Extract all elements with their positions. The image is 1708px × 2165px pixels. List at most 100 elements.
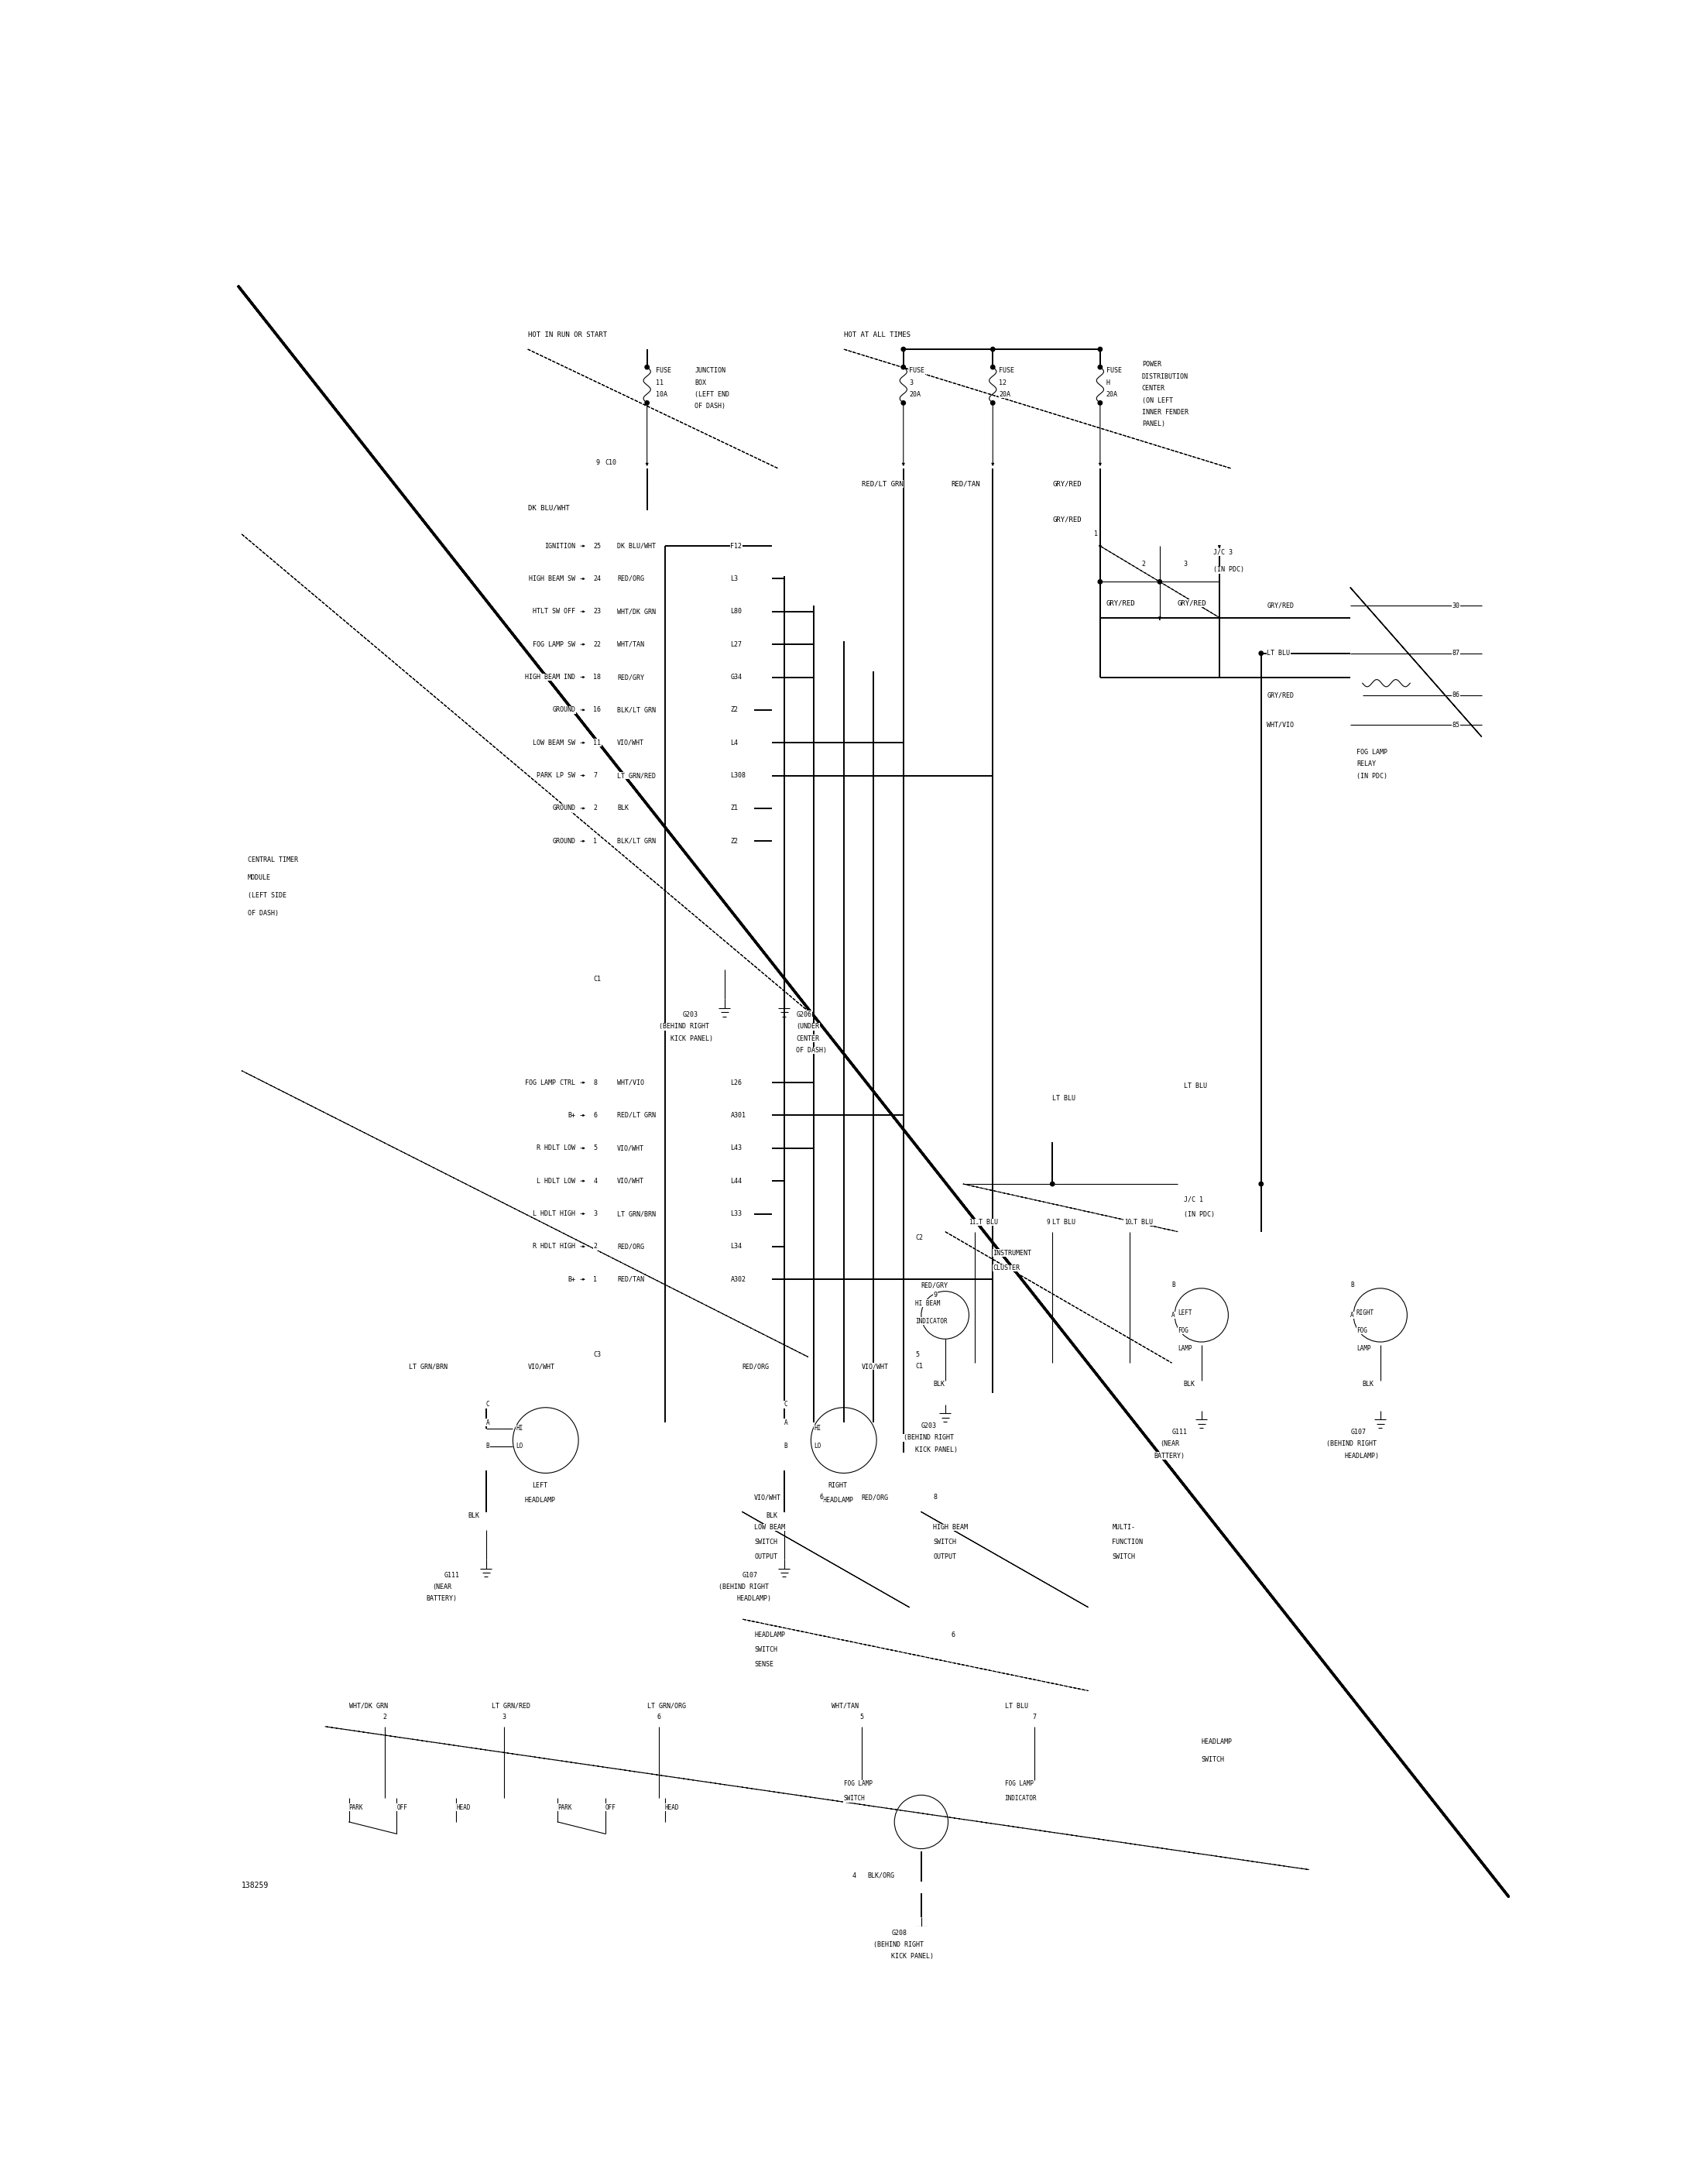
Text: (ON LEFT: (ON LEFT: [1143, 396, 1173, 405]
Text: 23: 23: [593, 608, 601, 615]
Text: BLK: BLK: [767, 1511, 777, 1520]
Text: OF DASH): OF DASH): [796, 1048, 827, 1054]
Text: L308: L308: [731, 773, 746, 779]
Text: KICK PANEL): KICK PANEL): [671, 1035, 714, 1041]
Text: 2: 2: [593, 805, 598, 812]
Text: SWITCH: SWITCH: [1112, 1554, 1136, 1561]
Text: PARK: PARK: [348, 1803, 364, 1810]
Text: VIO/WHT: VIO/WHT: [861, 1362, 888, 1370]
Text: SWITCH: SWITCH: [844, 1795, 866, 1801]
Text: LT BLU: LT BLU: [1052, 1095, 1076, 1102]
Text: 2: 2: [593, 1243, 598, 1249]
Text: 9: 9: [1047, 1219, 1050, 1225]
Text: FUSE: FUSE: [999, 368, 1015, 375]
Text: G203: G203: [683, 1011, 699, 1018]
Text: WHT/DK GRN: WHT/DK GRN: [348, 1702, 388, 1710]
Text: GROUND: GROUND: [552, 805, 576, 812]
Text: 10: 10: [1124, 1219, 1131, 1225]
Text: RED/TAN: RED/TAN: [617, 1275, 644, 1284]
Text: HIGH BEAM: HIGH BEAM: [933, 1524, 968, 1531]
Text: (IN PDC): (IN PDC): [1356, 773, 1387, 779]
Text: GRY/RED: GRY/RED: [1267, 602, 1295, 608]
Text: J/C 3: J/C 3: [1213, 548, 1233, 556]
Text: GRY/RED: GRY/RED: [1052, 481, 1081, 487]
Text: L HDLT HIGH: L HDLT HIGH: [533, 1210, 576, 1217]
Text: (BEHIND RIGHT: (BEHIND RIGHT: [719, 1583, 769, 1591]
Text: LEFT: LEFT: [1177, 1310, 1192, 1316]
Text: GROUND: GROUND: [552, 706, 576, 714]
Text: B: B: [1172, 1282, 1175, 1288]
Text: HIGH BEAM IND: HIGH BEAM IND: [524, 673, 576, 680]
Text: Z2: Z2: [731, 706, 738, 714]
Text: FOG LAMP: FOG LAMP: [1004, 1780, 1033, 1786]
Text: HTLT SW OFF: HTLT SW OFF: [533, 608, 576, 615]
Text: (BEHIND RIGHT: (BEHIND RIGHT: [904, 1435, 953, 1442]
Text: (LEFT SIDE: (LEFT SIDE: [248, 892, 287, 898]
Text: HIGH BEAM SW: HIGH BEAM SW: [529, 576, 576, 582]
Text: FOG LAMP: FOG LAMP: [844, 1780, 873, 1786]
Text: BLK/LT GRN: BLK/LT GRN: [617, 838, 656, 844]
Text: G34: G34: [731, 673, 741, 680]
Text: H: H: [1107, 379, 1110, 385]
Text: BLK: BLK: [1184, 1381, 1196, 1388]
Text: G111: G111: [444, 1572, 459, 1578]
Text: CLUSTER: CLUSTER: [992, 1264, 1020, 1271]
Text: 2: 2: [1143, 561, 1146, 567]
Text: 1: 1: [1095, 530, 1098, 537]
Text: KICK PANEL): KICK PANEL): [892, 1953, 934, 1959]
Text: KICK PANEL): KICK PANEL): [915, 1446, 958, 1453]
Circle shape: [1098, 346, 1102, 351]
Text: 25: 25: [593, 543, 601, 550]
Text: OF DASH): OF DASH): [248, 909, 278, 916]
Text: HI BEAM: HI BEAM: [915, 1299, 941, 1308]
Text: DISTRIBUTION: DISTRIBUTION: [1143, 372, 1189, 381]
Text: Z2: Z2: [731, 838, 738, 844]
Circle shape: [991, 366, 994, 370]
Text: DK BLU/WHT: DK BLU/WHT: [617, 543, 656, 550]
Text: B: B: [784, 1442, 787, 1451]
Text: HI: HI: [516, 1425, 523, 1431]
Text: 20A: 20A: [999, 392, 1011, 398]
Text: WHT/TAN: WHT/TAN: [832, 1702, 859, 1710]
Text: R HDLT LOW: R HDLT LOW: [536, 1145, 576, 1152]
Text: LT GRN/RED: LT GRN/RED: [492, 1702, 531, 1710]
Text: HOT IN RUN OR START: HOT IN RUN OR START: [528, 331, 606, 338]
Text: FOG LAMP SW: FOG LAMP SW: [533, 641, 576, 647]
Text: C1: C1: [915, 1362, 922, 1370]
Text: 9: 9: [933, 1290, 938, 1299]
Text: RELAY: RELAY: [1356, 760, 1377, 769]
Text: OFF: OFF: [396, 1803, 408, 1810]
Circle shape: [646, 401, 649, 405]
Text: 20A: 20A: [1107, 392, 1117, 398]
Text: (NEAR: (NEAR: [1160, 1440, 1179, 1446]
Text: 1: 1: [593, 838, 598, 844]
Text: 86: 86: [1452, 691, 1460, 699]
Text: WHT/VIO: WHT/VIO: [1267, 721, 1295, 727]
Text: SWITCH: SWITCH: [1201, 1756, 1225, 1762]
Circle shape: [991, 401, 994, 405]
Text: RIGHT: RIGHT: [828, 1483, 847, 1490]
Circle shape: [1259, 1182, 1264, 1186]
Text: LO: LO: [516, 1442, 523, 1451]
Text: 10A: 10A: [656, 392, 668, 398]
Circle shape: [1050, 1182, 1054, 1186]
Text: A302: A302: [731, 1275, 746, 1284]
Text: G206: G206: [796, 1011, 811, 1018]
Circle shape: [1098, 401, 1102, 405]
Text: 11: 11: [656, 379, 664, 385]
Text: 3: 3: [1184, 561, 1187, 567]
Text: LT GRN/ORG: LT GRN/ORG: [647, 1702, 685, 1710]
Text: L4: L4: [731, 738, 738, 747]
Text: LEFT: LEFT: [531, 1483, 548, 1490]
Text: 20A: 20A: [909, 392, 921, 398]
Text: RED/GRY: RED/GRY: [617, 673, 644, 680]
Text: BATTERY): BATTERY): [427, 1596, 458, 1602]
Text: 85: 85: [1452, 721, 1460, 727]
Text: LOW BEAM SW: LOW BEAM SW: [533, 738, 576, 747]
Text: LT GRN/BRN: LT GRN/BRN: [617, 1210, 656, 1217]
Text: L27: L27: [731, 641, 741, 647]
Text: PARK: PARK: [557, 1803, 572, 1810]
Text: FOG LAMP: FOG LAMP: [1356, 749, 1387, 756]
Text: G107: G107: [1351, 1429, 1366, 1435]
Text: C10: C10: [605, 459, 617, 465]
